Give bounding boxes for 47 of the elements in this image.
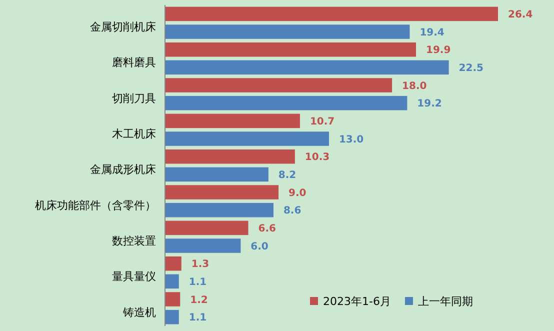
bar (165, 292, 180, 306)
bar (165, 6, 498, 22)
bar (165, 310, 179, 324)
data-label: 22.5 (458, 62, 484, 74)
data-label: 19.4 (420, 27, 444, 38)
data-label: 19.9 (426, 45, 451, 56)
legend-label: 上一年同期 (418, 294, 473, 308)
y-tick-label: 切削刀具 (112, 92, 156, 105)
bar (165, 78, 392, 92)
data-label: 1.2 (190, 294, 208, 306)
data-label: 10.3 (304, 152, 330, 164)
bar (165, 238, 241, 253)
y-tick-label: 金属成形机床 (90, 163, 156, 176)
data-label: 6.0 (250, 241, 268, 252)
bar (165, 114, 300, 128)
bar (165, 167, 268, 182)
bar (165, 185, 279, 200)
bar (165, 96, 408, 110)
y-tick-label: 金属切削机床 (90, 20, 156, 34)
y-tick-label: 木工机床 (112, 128, 156, 141)
bar (165, 202, 274, 218)
data-label: 26.4 (508, 9, 533, 20)
data-label: 1.1 (188, 312, 207, 324)
bar (165, 132, 329, 146)
data-label: 6.6 (258, 223, 276, 234)
bar (165, 256, 182, 271)
data-label: 13.0 (338, 134, 364, 146)
data-label: 1.3 (191, 259, 210, 270)
data-label: 9.0 (288, 188, 306, 199)
data-label: 8.6 (283, 206, 302, 217)
bar (165, 60, 449, 75)
y-tick-label: 磨料磨具 (112, 56, 156, 70)
data-label: 18.0 (402, 80, 427, 92)
data-label: 8.2 (278, 170, 296, 181)
bar (165, 24, 410, 39)
bar (165, 149, 295, 164)
y-tick-label: 机床功能部件（含零件） (35, 198, 156, 212)
data-label: 10.7 (310, 116, 335, 128)
data-label: 19.2 (417, 98, 442, 110)
data-label: 1.1 (188, 276, 207, 288)
y-tick-label: 数控装置 (112, 234, 156, 248)
legend-label: 2023年1-6月 (323, 294, 391, 308)
bar (165, 42, 416, 57)
bar (165, 274, 179, 289)
bar (165, 220, 248, 236)
y-tick-label: 量具量仪 (112, 270, 156, 284)
y-tick-label: 铸造机 (122, 306, 156, 319)
